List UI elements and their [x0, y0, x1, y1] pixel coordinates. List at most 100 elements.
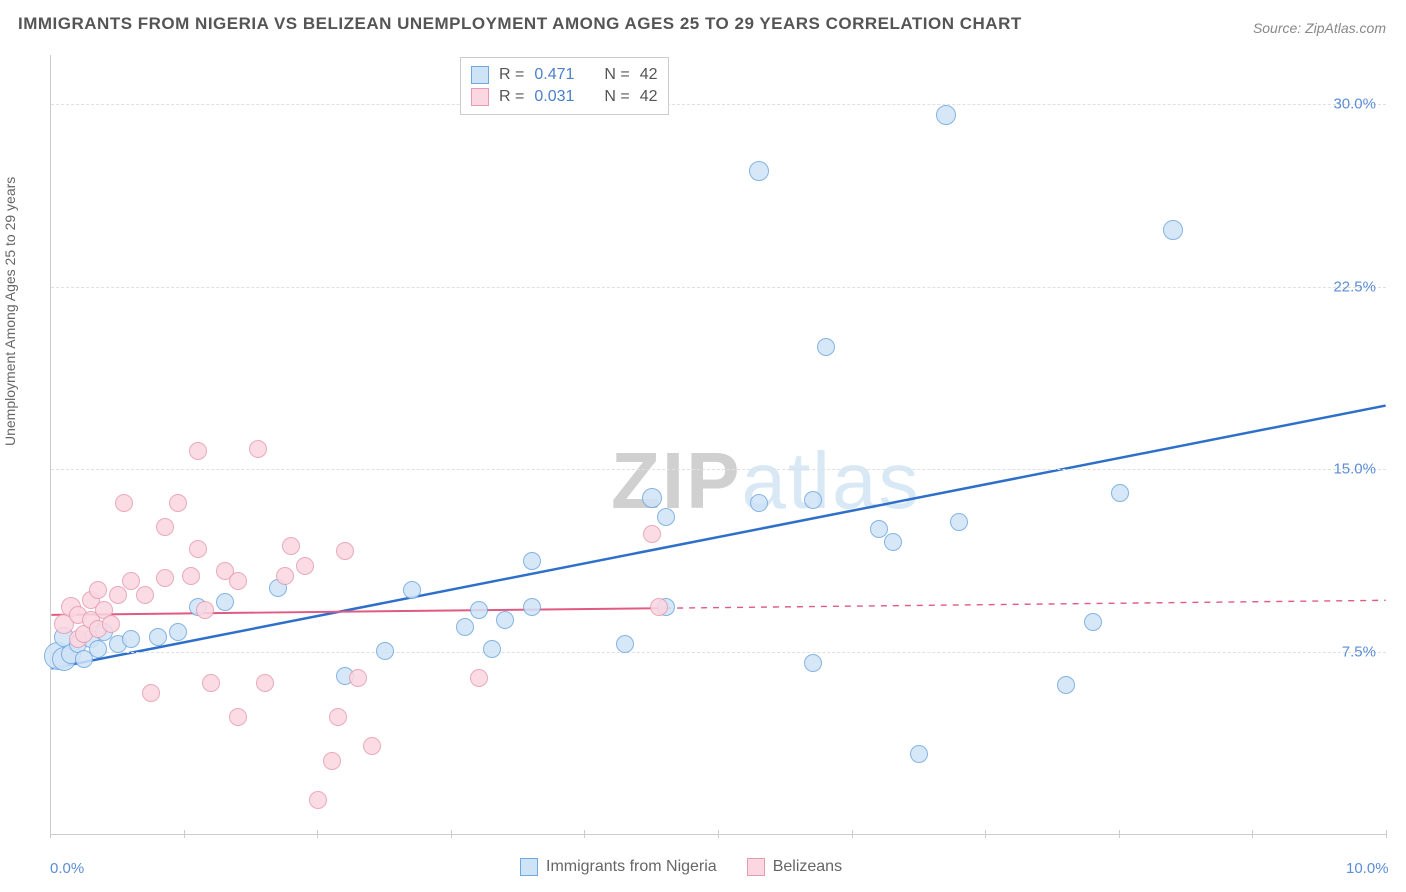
data-point	[149, 628, 167, 646]
data-point	[169, 623, 187, 641]
data-point	[122, 572, 140, 590]
x-tick-mark	[50, 830, 51, 838]
x-tick-mark	[317, 830, 318, 838]
data-point	[1163, 220, 1183, 240]
chart-title: IMMIGRANTS FROM NIGERIA VS BELIZEAN UNEM…	[18, 14, 1022, 34]
data-point	[642, 488, 662, 508]
x-tick-mark	[184, 830, 185, 838]
data-point	[202, 674, 220, 692]
series-legend-item: Immigrants from Nigeria	[520, 858, 717, 876]
data-point	[750, 494, 768, 512]
data-point	[276, 567, 294, 585]
r-value: 0.031	[534, 88, 574, 106]
data-point	[102, 615, 120, 633]
y-tick-label: 15.0%	[1333, 461, 1376, 478]
data-point	[249, 440, 267, 458]
x-tick-mark	[1252, 830, 1253, 838]
data-point	[483, 640, 501, 658]
x-tick-mark	[985, 830, 986, 838]
data-point	[336, 542, 354, 560]
x-tick-mark	[1119, 830, 1120, 838]
x-tick-label: 10.0%	[1346, 860, 1389, 877]
data-point	[523, 552, 541, 570]
data-point	[323, 752, 341, 770]
y-axis-label: Unemployment Among Ages 25 to 29 years	[2, 177, 18, 446]
r-label: R =	[499, 88, 524, 106]
data-point	[89, 640, 107, 658]
stats-legend-row: R = 0.471 N = 42	[471, 64, 658, 86]
gridline	[51, 287, 1386, 288]
series-legend: Immigrants from Nigeria Belizeans	[520, 858, 842, 876]
series-legend-label: Belizeans	[773, 858, 842, 876]
data-point	[643, 525, 661, 543]
y-tick-label: 7.5%	[1342, 644, 1376, 661]
data-point	[910, 745, 928, 763]
legend-swatch	[520, 858, 538, 876]
data-point	[804, 654, 822, 672]
data-point	[282, 537, 300, 555]
x-tick-mark	[718, 830, 719, 838]
gridline	[51, 104, 1386, 105]
data-point	[89, 581, 107, 599]
data-point	[196, 601, 214, 619]
data-point	[616, 635, 634, 653]
chart-container: IMMIGRANTS FROM NIGERIA VS BELIZEAN UNEM…	[0, 0, 1406, 892]
data-point	[884, 533, 902, 551]
data-point	[470, 669, 488, 687]
data-point	[296, 557, 314, 575]
data-point	[349, 669, 367, 687]
data-point	[169, 494, 187, 512]
r-label: R =	[499, 66, 524, 84]
data-point	[122, 630, 140, 648]
data-point	[657, 508, 675, 526]
data-point	[1057, 676, 1075, 694]
data-point	[403, 581, 421, 599]
data-point	[363, 737, 381, 755]
data-point	[804, 491, 822, 509]
r-value: 0.471	[534, 66, 574, 84]
y-tick-label: 22.5%	[1333, 278, 1376, 295]
data-point	[216, 593, 234, 611]
n-label: N =	[604, 66, 629, 84]
n-value: 42	[640, 66, 658, 84]
x-tick-mark	[1386, 830, 1387, 838]
data-point	[1111, 484, 1129, 502]
stats-legend: R = 0.471 N = 42 R = 0.031 N = 42	[460, 57, 669, 115]
gridline	[51, 652, 1386, 653]
data-point	[817, 338, 835, 356]
data-point	[456, 618, 474, 636]
gridline	[51, 469, 1386, 470]
plot-area: ZIPatlas 7.5%15.0%22.5%30.0%	[50, 55, 1386, 835]
data-point	[936, 105, 956, 125]
data-point	[229, 708, 247, 726]
data-point	[109, 586, 127, 604]
x-tick-mark	[451, 830, 452, 838]
series-legend-label: Immigrants from Nigeria	[546, 858, 717, 876]
data-point	[256, 674, 274, 692]
data-point	[136, 586, 154, 604]
series-legend-item: Belizeans	[747, 858, 842, 876]
legend-swatch	[471, 88, 489, 106]
n-value: 42	[640, 88, 658, 106]
data-point	[189, 540, 207, 558]
stats-legend-row: R = 0.031 N = 42	[471, 86, 658, 108]
source-attribution: Source: ZipAtlas.com	[1253, 20, 1386, 36]
data-point	[156, 518, 174, 536]
data-point	[496, 611, 514, 629]
regression-line-extrapolated	[665, 600, 1386, 608]
data-point	[376, 642, 394, 660]
data-point	[1084, 613, 1102, 631]
data-point	[329, 708, 347, 726]
data-point	[950, 513, 968, 531]
data-point	[142, 684, 160, 702]
data-point	[229, 572, 247, 590]
data-point	[309, 791, 327, 809]
n-label: N =	[604, 88, 629, 106]
data-point	[523, 598, 541, 616]
x-tick-label: 0.0%	[50, 860, 84, 877]
data-point	[749, 161, 769, 181]
data-point	[115, 494, 133, 512]
data-point	[182, 567, 200, 585]
x-tick-mark	[584, 830, 585, 838]
data-point	[156, 569, 174, 587]
